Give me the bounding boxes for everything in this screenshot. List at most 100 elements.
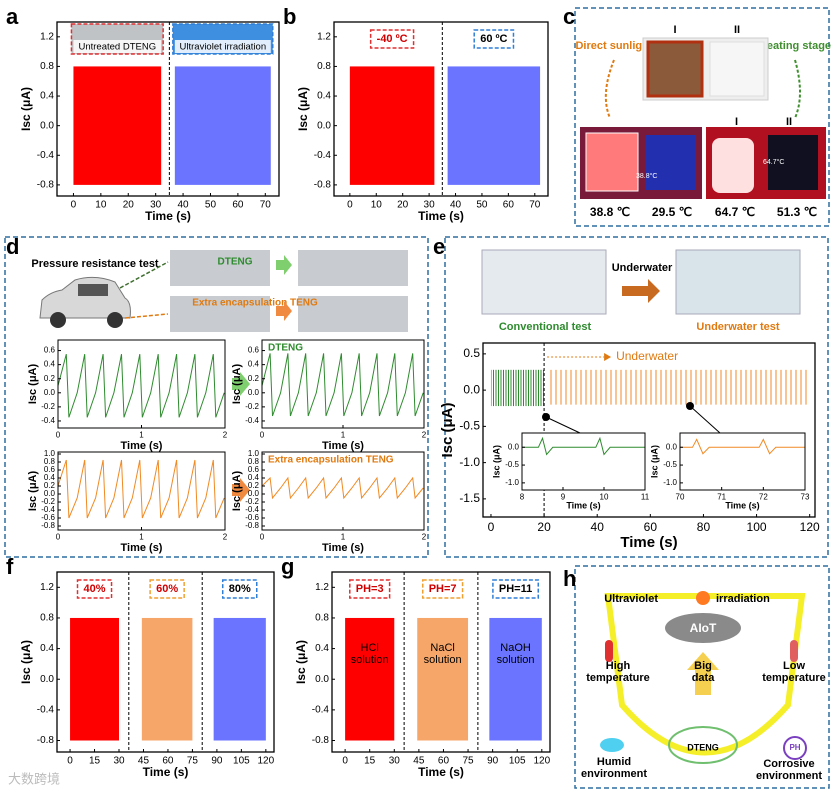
x-tick-label: 60: [162, 756, 174, 767]
x-tick-label: 30: [424, 200, 436, 211]
temperature: 51.3 ℃: [777, 205, 817, 219]
label-box: Corrosive environment: [756, 758, 822, 782]
y-tick-label: 0.8: [317, 61, 331, 72]
line: [57, 459, 225, 519]
y-tick-label: 0.4: [40, 643, 54, 654]
label-box: Big data: [692, 660, 715, 684]
x-tick-label: 0: [260, 430, 265, 439]
y-tick-label: 0.6: [44, 465, 56, 474]
x-tick-label: 90: [211, 756, 223, 767]
x-tick-label: 0: [67, 756, 73, 767]
x-tick-label: 0: [488, 520, 495, 534]
x-axis-title: Time (s): [322, 440, 364, 452]
x-tick-label: 2: [223, 532, 228, 541]
x-tick-label: 71: [717, 492, 726, 501]
signal-band: [73, 66, 162, 185]
x-tick-label: 0: [56, 430, 61, 439]
x-tick-label: 120: [533, 756, 550, 767]
y-tick-label: 0.2: [248, 374, 260, 383]
line: [261, 353, 424, 417]
label-box: Humid environment: [581, 756, 647, 780]
band-label-box: NaOH solution: [497, 642, 535, 666]
y-tick-label: 1.2: [40, 582, 54, 593]
y-tick-label: 0.0: [248, 388, 260, 397]
inset-background: [680, 433, 805, 490]
x-axis-title: Time (s): [322, 542, 364, 554]
y-tick-label: 0.0: [315, 674, 329, 685]
x-tick-label: 0: [347, 200, 353, 211]
thermal-image: [585, 132, 639, 192]
photo: [481, 249, 607, 315]
y-tick-label: -0.2: [41, 497, 55, 506]
x-axis-title: Time (s): [418, 765, 464, 779]
tag: PH=11: [499, 583, 532, 595]
x-tick-label: 0: [260, 532, 265, 541]
spot-label: 64.7°C: [763, 158, 784, 166]
x-tick-label: 2: [422, 430, 427, 439]
y-tick-label: 0.0: [317, 120, 331, 131]
tag: 40%: [84, 583, 106, 595]
label: Direct sunlight: [575, 40, 652, 52]
x-tick-label: 2: [422, 532, 427, 541]
ph-icon: [783, 736, 807, 760]
sun-icon: [696, 591, 710, 605]
y-tick-label: -0.4: [245, 416, 259, 425]
wheel: [50, 312, 66, 328]
x-tick-label: 10: [600, 492, 609, 501]
y-tick-label: 0.0: [666, 442, 678, 451]
y-tick-label: -0.5: [505, 460, 519, 469]
panel-box: [574, 7, 830, 227]
x-tick-label: 105: [509, 756, 526, 767]
x-tick-label: 15: [89, 756, 101, 767]
line: [522, 436, 645, 456]
label: I: [735, 116, 738, 128]
signal-band: [417, 617, 469, 741]
x-axis-title: Time (s): [620, 534, 677, 551]
sample: [646, 40, 704, 98]
x-tick-label: 60: [232, 200, 244, 211]
y-tick-label: 0.6: [248, 465, 260, 474]
car-window: [78, 284, 108, 296]
frame: [333, 21, 549, 197]
signal-band: [546, 369, 810, 405]
x-tick-label: 45: [413, 756, 425, 767]
label: AIoT: [690, 621, 717, 635]
x-tick-label: 70: [529, 200, 541, 211]
y-tick-label: 0.0: [248, 489, 260, 498]
thermal-image: [645, 135, 695, 190]
label: I: [673, 24, 676, 36]
car-body: [39, 276, 131, 319]
band-name: Untreated DTENG: [78, 42, 156, 53]
y-axis-title: Isc (μA): [19, 87, 33, 131]
signal-band: [174, 66, 271, 185]
x-tick-label: 75: [187, 756, 199, 767]
x-tick-label: 105: [233, 756, 250, 767]
tag-box: [492, 579, 540, 599]
x-tick-label: 11: [641, 492, 650, 501]
y-axis-title: Isc (μA): [231, 363, 243, 404]
y-tick-label: -0.6: [245, 513, 259, 522]
tag: PH=7: [429, 583, 457, 595]
x-tick-label: 70: [260, 200, 272, 211]
label: Ultraviolet: [604, 593, 658, 605]
y-tick-label: -0.4: [37, 150, 55, 161]
plot-label: DTENG: [268, 343, 303, 354]
frame: [56, 21, 280, 197]
panel-letter: b: [283, 4, 296, 29]
x-tick-label: 72: [759, 492, 768, 501]
y-tick-label: 0.8: [40, 613, 54, 624]
x-axis-title: Time (s): [418, 209, 464, 223]
y-axis-title: Isc (μA): [27, 470, 39, 511]
x-tick-label: 20: [123, 200, 135, 211]
panel-box: [4, 236, 429, 558]
x-tick-label: 60: [644, 520, 658, 534]
y-tick-label: -0.2: [245, 402, 259, 411]
y-axis-title: Isc (μA): [231, 470, 243, 511]
label: DTENG: [687, 742, 719, 752]
y-tick-label: 0.4: [44, 473, 56, 482]
x-tick-label: 60: [503, 200, 515, 211]
y-tick-label: -0.8: [41, 521, 55, 530]
line: [680, 438, 805, 455]
y-tick-label: 0.4: [248, 473, 260, 482]
y-tick-label: -0.8: [37, 735, 55, 746]
